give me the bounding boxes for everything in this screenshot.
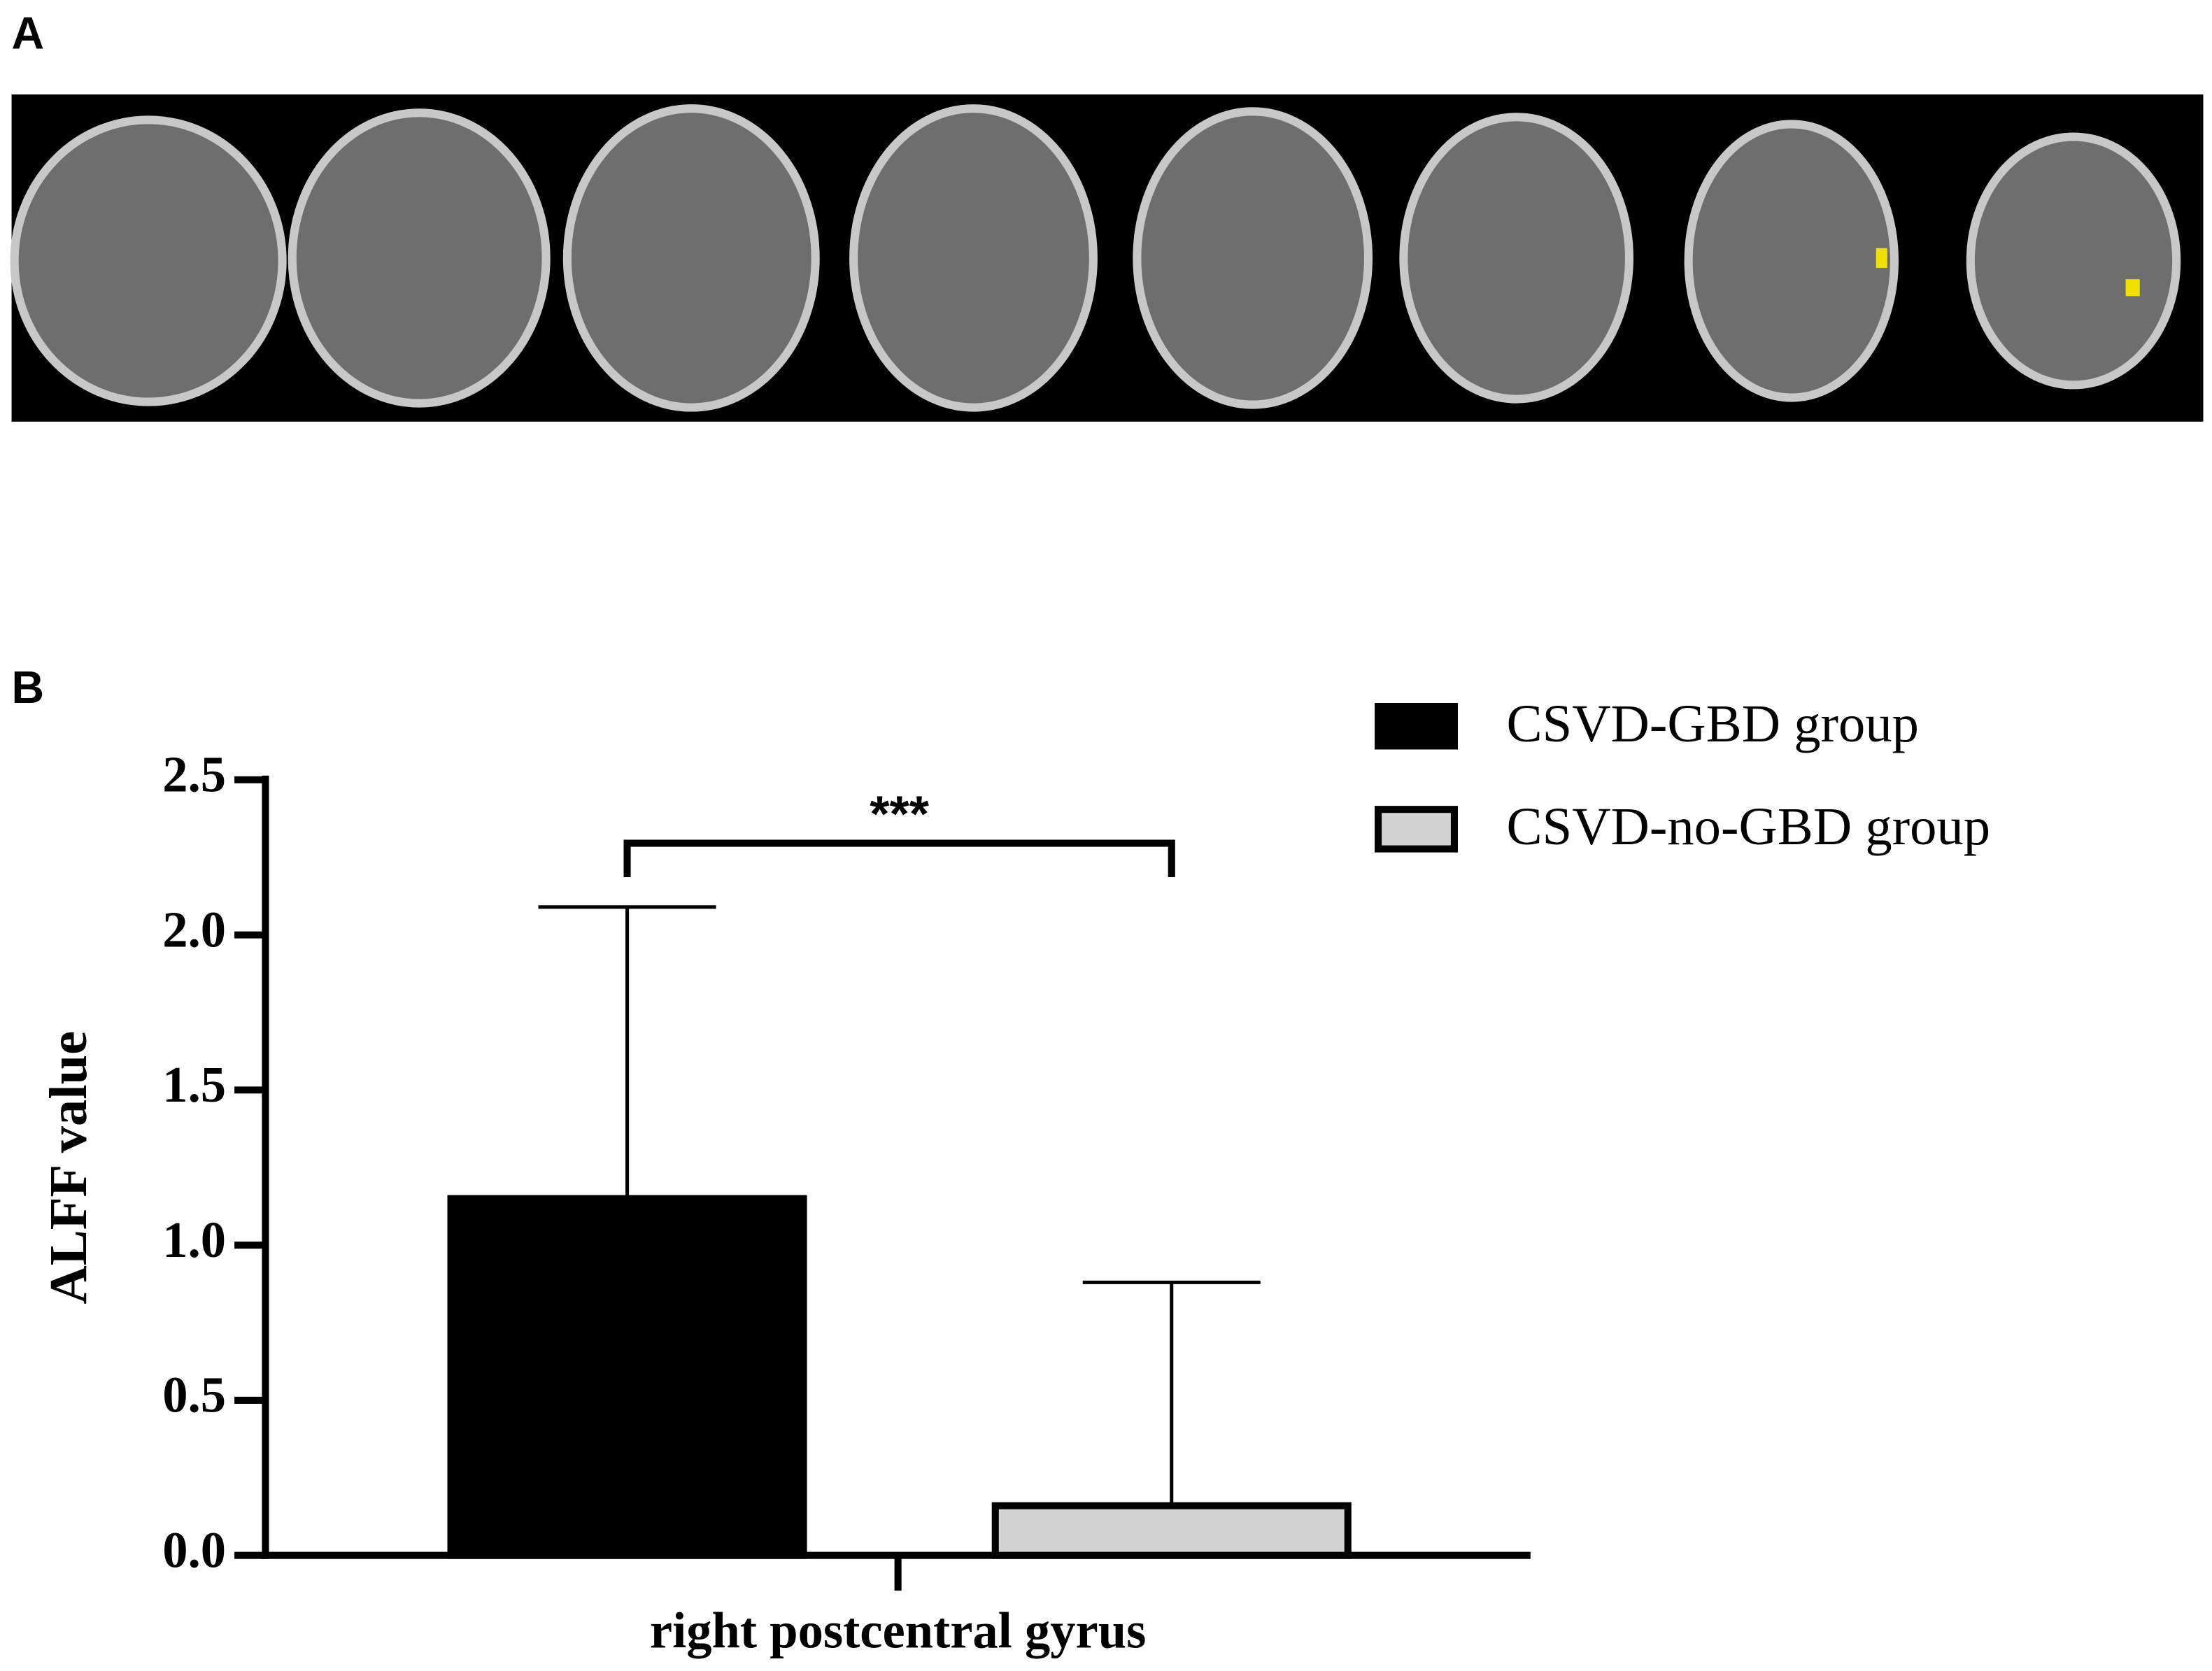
brain-slice [849,104,1098,412]
significance-label: *** [870,785,929,842]
brain-slice [1966,132,2181,390]
activation-cluster [1876,248,1887,269]
activation-cluster [2125,279,2140,297]
brain-slice [562,104,820,412]
y-tick-label: 0.0 [162,1521,226,1578]
panel-label: A [12,8,45,58]
brain-slice [10,115,287,406]
y-tick-label: 1.0 [162,1211,226,1268]
x-tick-label: right postcentral gyrus [650,1602,1146,1658]
y-tick-label: 0.5 [162,1367,226,1423]
bar [447,1195,807,1559]
significance-bracket [623,839,1175,877]
brain-slice [288,108,551,408]
panel-label: B [12,662,45,713]
y-axis-label: ALFF value [38,1031,98,1304]
bar [991,1502,1352,1559]
legend-label: CSVD-GBD group [1507,694,1919,753]
brain-slice [1133,107,1373,409]
y-tick-label: 2.0 [162,901,226,958]
legend-swatch [1375,806,1459,853]
legend-swatch [1375,702,1459,750]
y-tick-label: 1.5 [162,1056,226,1113]
plot: 0.0 0.5 1.0 1.5 2.0 2.5 right postcentral gyru… [162,694,1990,1658]
brain-slice [1399,113,1633,404]
mri-strip [10,94,2204,422]
legend-label: CSVD-no-GBD group [1507,797,1990,856]
brain-slice [1684,120,1899,402]
y-tick-label: 2.5 [162,746,226,803]
